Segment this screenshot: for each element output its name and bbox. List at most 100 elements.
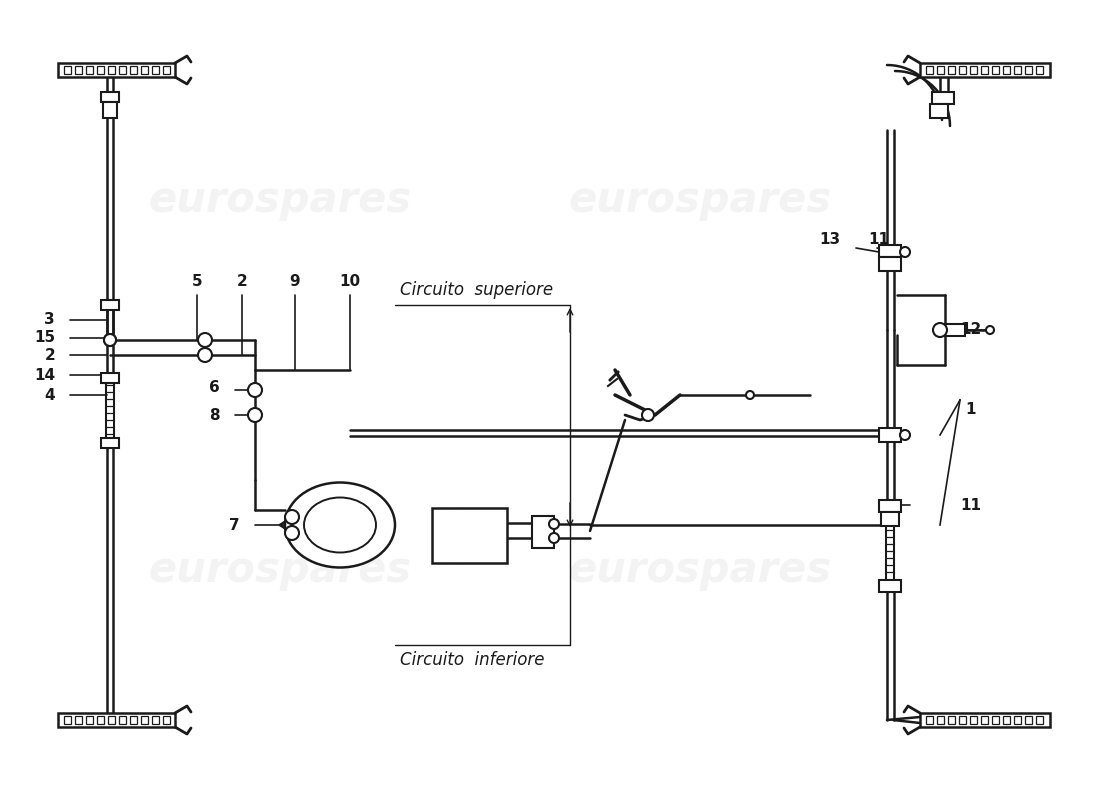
Bar bbox=[130, 66, 138, 74]
Circle shape bbox=[198, 333, 212, 347]
Text: 8: 8 bbox=[209, 407, 220, 422]
Bar bbox=[981, 66, 988, 74]
Text: 3: 3 bbox=[44, 313, 55, 327]
Circle shape bbox=[248, 383, 262, 397]
Bar bbox=[86, 716, 94, 724]
Bar bbox=[119, 716, 126, 724]
Bar bbox=[1025, 716, 1032, 724]
Text: 2: 2 bbox=[44, 347, 55, 362]
Bar bbox=[948, 66, 955, 74]
Bar bbox=[64, 716, 72, 724]
Circle shape bbox=[285, 510, 299, 524]
Bar bbox=[1025, 66, 1032, 74]
Circle shape bbox=[900, 247, 910, 257]
Bar bbox=[1003, 716, 1010, 724]
Text: 14: 14 bbox=[34, 367, 55, 382]
Text: 5: 5 bbox=[191, 274, 202, 290]
Bar bbox=[959, 716, 966, 724]
Circle shape bbox=[986, 326, 994, 334]
Bar bbox=[163, 716, 170, 724]
Text: eurospares: eurospares bbox=[148, 549, 411, 591]
Circle shape bbox=[746, 391, 754, 399]
Bar bbox=[937, 716, 944, 724]
Bar bbox=[97, 66, 104, 74]
Bar bbox=[930, 104, 948, 118]
Bar bbox=[881, 512, 899, 526]
Text: 9: 9 bbox=[289, 274, 300, 290]
Bar bbox=[948, 716, 955, 724]
Circle shape bbox=[642, 409, 654, 421]
Bar bbox=[920, 713, 1050, 727]
Text: Circuito  superiore: Circuito superiore bbox=[400, 281, 553, 299]
Text: 13: 13 bbox=[818, 233, 840, 247]
Text: 10: 10 bbox=[340, 274, 361, 290]
Bar bbox=[879, 428, 901, 442]
Bar bbox=[970, 66, 977, 74]
Circle shape bbox=[104, 334, 116, 346]
Bar bbox=[58, 63, 175, 77]
Text: eurospares: eurospares bbox=[569, 549, 832, 591]
Text: eurospares: eurospares bbox=[148, 179, 411, 221]
Text: eurospares: eurospares bbox=[569, 179, 832, 221]
Ellipse shape bbox=[285, 482, 395, 567]
Bar bbox=[101, 92, 119, 102]
Bar bbox=[970, 716, 977, 724]
Bar bbox=[75, 66, 82, 74]
Bar bbox=[58, 713, 175, 727]
Bar bbox=[879, 245, 901, 257]
Bar bbox=[1003, 66, 1010, 74]
Text: 11: 11 bbox=[868, 233, 889, 247]
Bar bbox=[1014, 716, 1021, 724]
Bar bbox=[926, 716, 933, 724]
Bar bbox=[108, 66, 115, 74]
Circle shape bbox=[104, 334, 116, 346]
Bar bbox=[945, 324, 965, 336]
Circle shape bbox=[549, 533, 559, 543]
Bar bbox=[152, 716, 160, 724]
Text: Circuito  inferiore: Circuito inferiore bbox=[400, 651, 544, 669]
Bar bbox=[141, 716, 149, 724]
Bar bbox=[879, 580, 901, 592]
Bar bbox=[75, 716, 82, 724]
Bar bbox=[920, 63, 1050, 77]
Text: 15: 15 bbox=[34, 330, 55, 346]
Text: 1: 1 bbox=[965, 402, 976, 418]
Circle shape bbox=[198, 348, 212, 362]
Bar bbox=[97, 716, 104, 724]
Bar bbox=[1036, 716, 1043, 724]
Bar bbox=[119, 66, 126, 74]
Bar bbox=[932, 92, 954, 104]
Bar bbox=[163, 66, 170, 74]
Bar bbox=[1036, 66, 1043, 74]
Bar bbox=[992, 716, 999, 724]
Text: 7: 7 bbox=[230, 518, 240, 533]
Text: 6: 6 bbox=[209, 381, 220, 395]
Bar bbox=[130, 716, 138, 724]
Bar bbox=[937, 66, 944, 74]
Bar bbox=[432, 508, 507, 563]
Circle shape bbox=[549, 519, 559, 529]
Bar bbox=[1014, 66, 1021, 74]
Bar bbox=[64, 66, 72, 74]
Circle shape bbox=[933, 323, 947, 337]
Bar bbox=[101, 300, 119, 310]
Bar bbox=[86, 66, 94, 74]
Bar bbox=[879, 500, 901, 512]
Bar bbox=[926, 66, 933, 74]
Text: 11: 11 bbox=[960, 498, 981, 513]
Bar bbox=[101, 438, 119, 448]
Bar bbox=[981, 716, 988, 724]
Ellipse shape bbox=[304, 498, 376, 553]
Text: 2: 2 bbox=[236, 274, 248, 290]
Circle shape bbox=[285, 526, 299, 540]
Bar bbox=[879, 257, 901, 271]
Bar bbox=[152, 66, 160, 74]
Text: 4: 4 bbox=[44, 387, 55, 402]
Bar bbox=[101, 373, 119, 383]
Text: 12: 12 bbox=[960, 322, 981, 338]
Bar bbox=[108, 716, 115, 724]
Bar bbox=[992, 66, 999, 74]
Circle shape bbox=[900, 430, 910, 440]
Circle shape bbox=[248, 408, 262, 422]
Bar bbox=[959, 66, 966, 74]
